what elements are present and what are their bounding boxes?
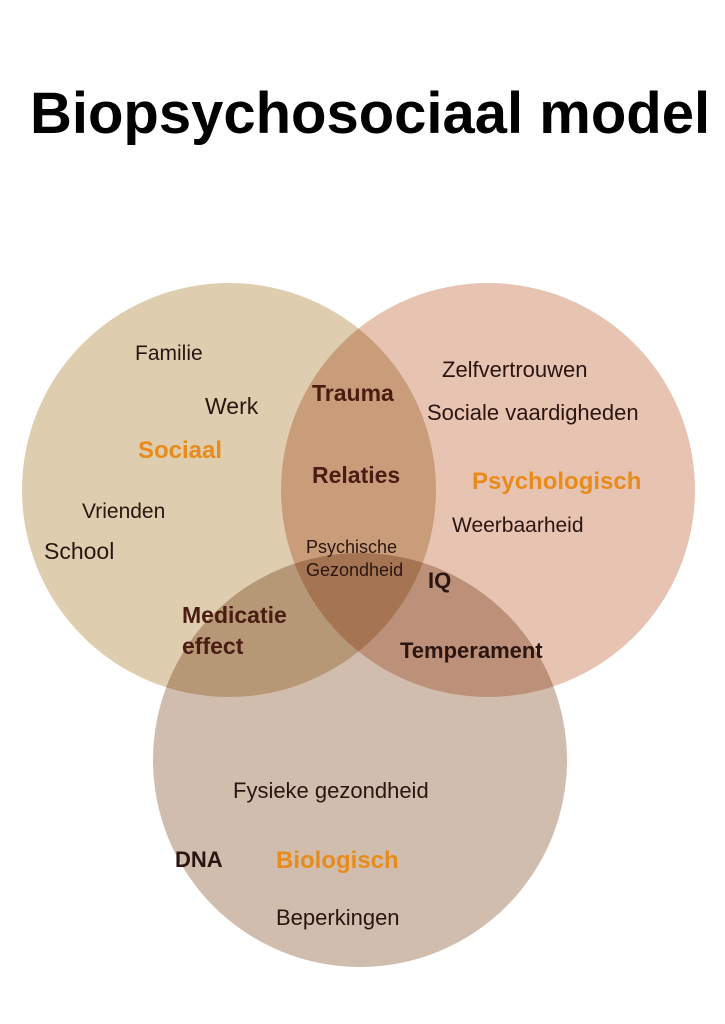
venn-item: IQ (428, 568, 451, 594)
venn-item: effect (182, 633, 243, 660)
venn-item: Zelfvertrouwen (442, 357, 588, 383)
venn-item: Weerbaarheid (452, 514, 584, 538)
venn-item: Beperkingen (276, 905, 400, 931)
category-label-psychological: Psychologisch (472, 468, 641, 496)
venn-item: Fysieke gezondheid (233, 778, 429, 804)
venn-item: Psychische (306, 537, 397, 558)
venn-item: Vrienden (82, 500, 165, 524)
venn-item: School (44, 538, 114, 565)
venn-item: Relaties (312, 462, 400, 489)
venn-item: Medicatie (182, 602, 287, 629)
venn-item: Gezondheid (306, 560, 403, 581)
venn-item: Familie (135, 342, 203, 366)
venn-item: Sociale vaardigheden (427, 400, 639, 426)
venn-item: Werk (205, 393, 258, 420)
venn-item: Trauma (312, 380, 394, 407)
venn-item: DNA (175, 847, 223, 873)
venn-diagram: Sociaal Psychologisch Biologisch Familie… (0, 0, 725, 1024)
venn-item: Temperament (400, 638, 543, 664)
category-label-biological: Biologisch (276, 847, 399, 875)
category-label-social: Sociaal (138, 437, 222, 465)
